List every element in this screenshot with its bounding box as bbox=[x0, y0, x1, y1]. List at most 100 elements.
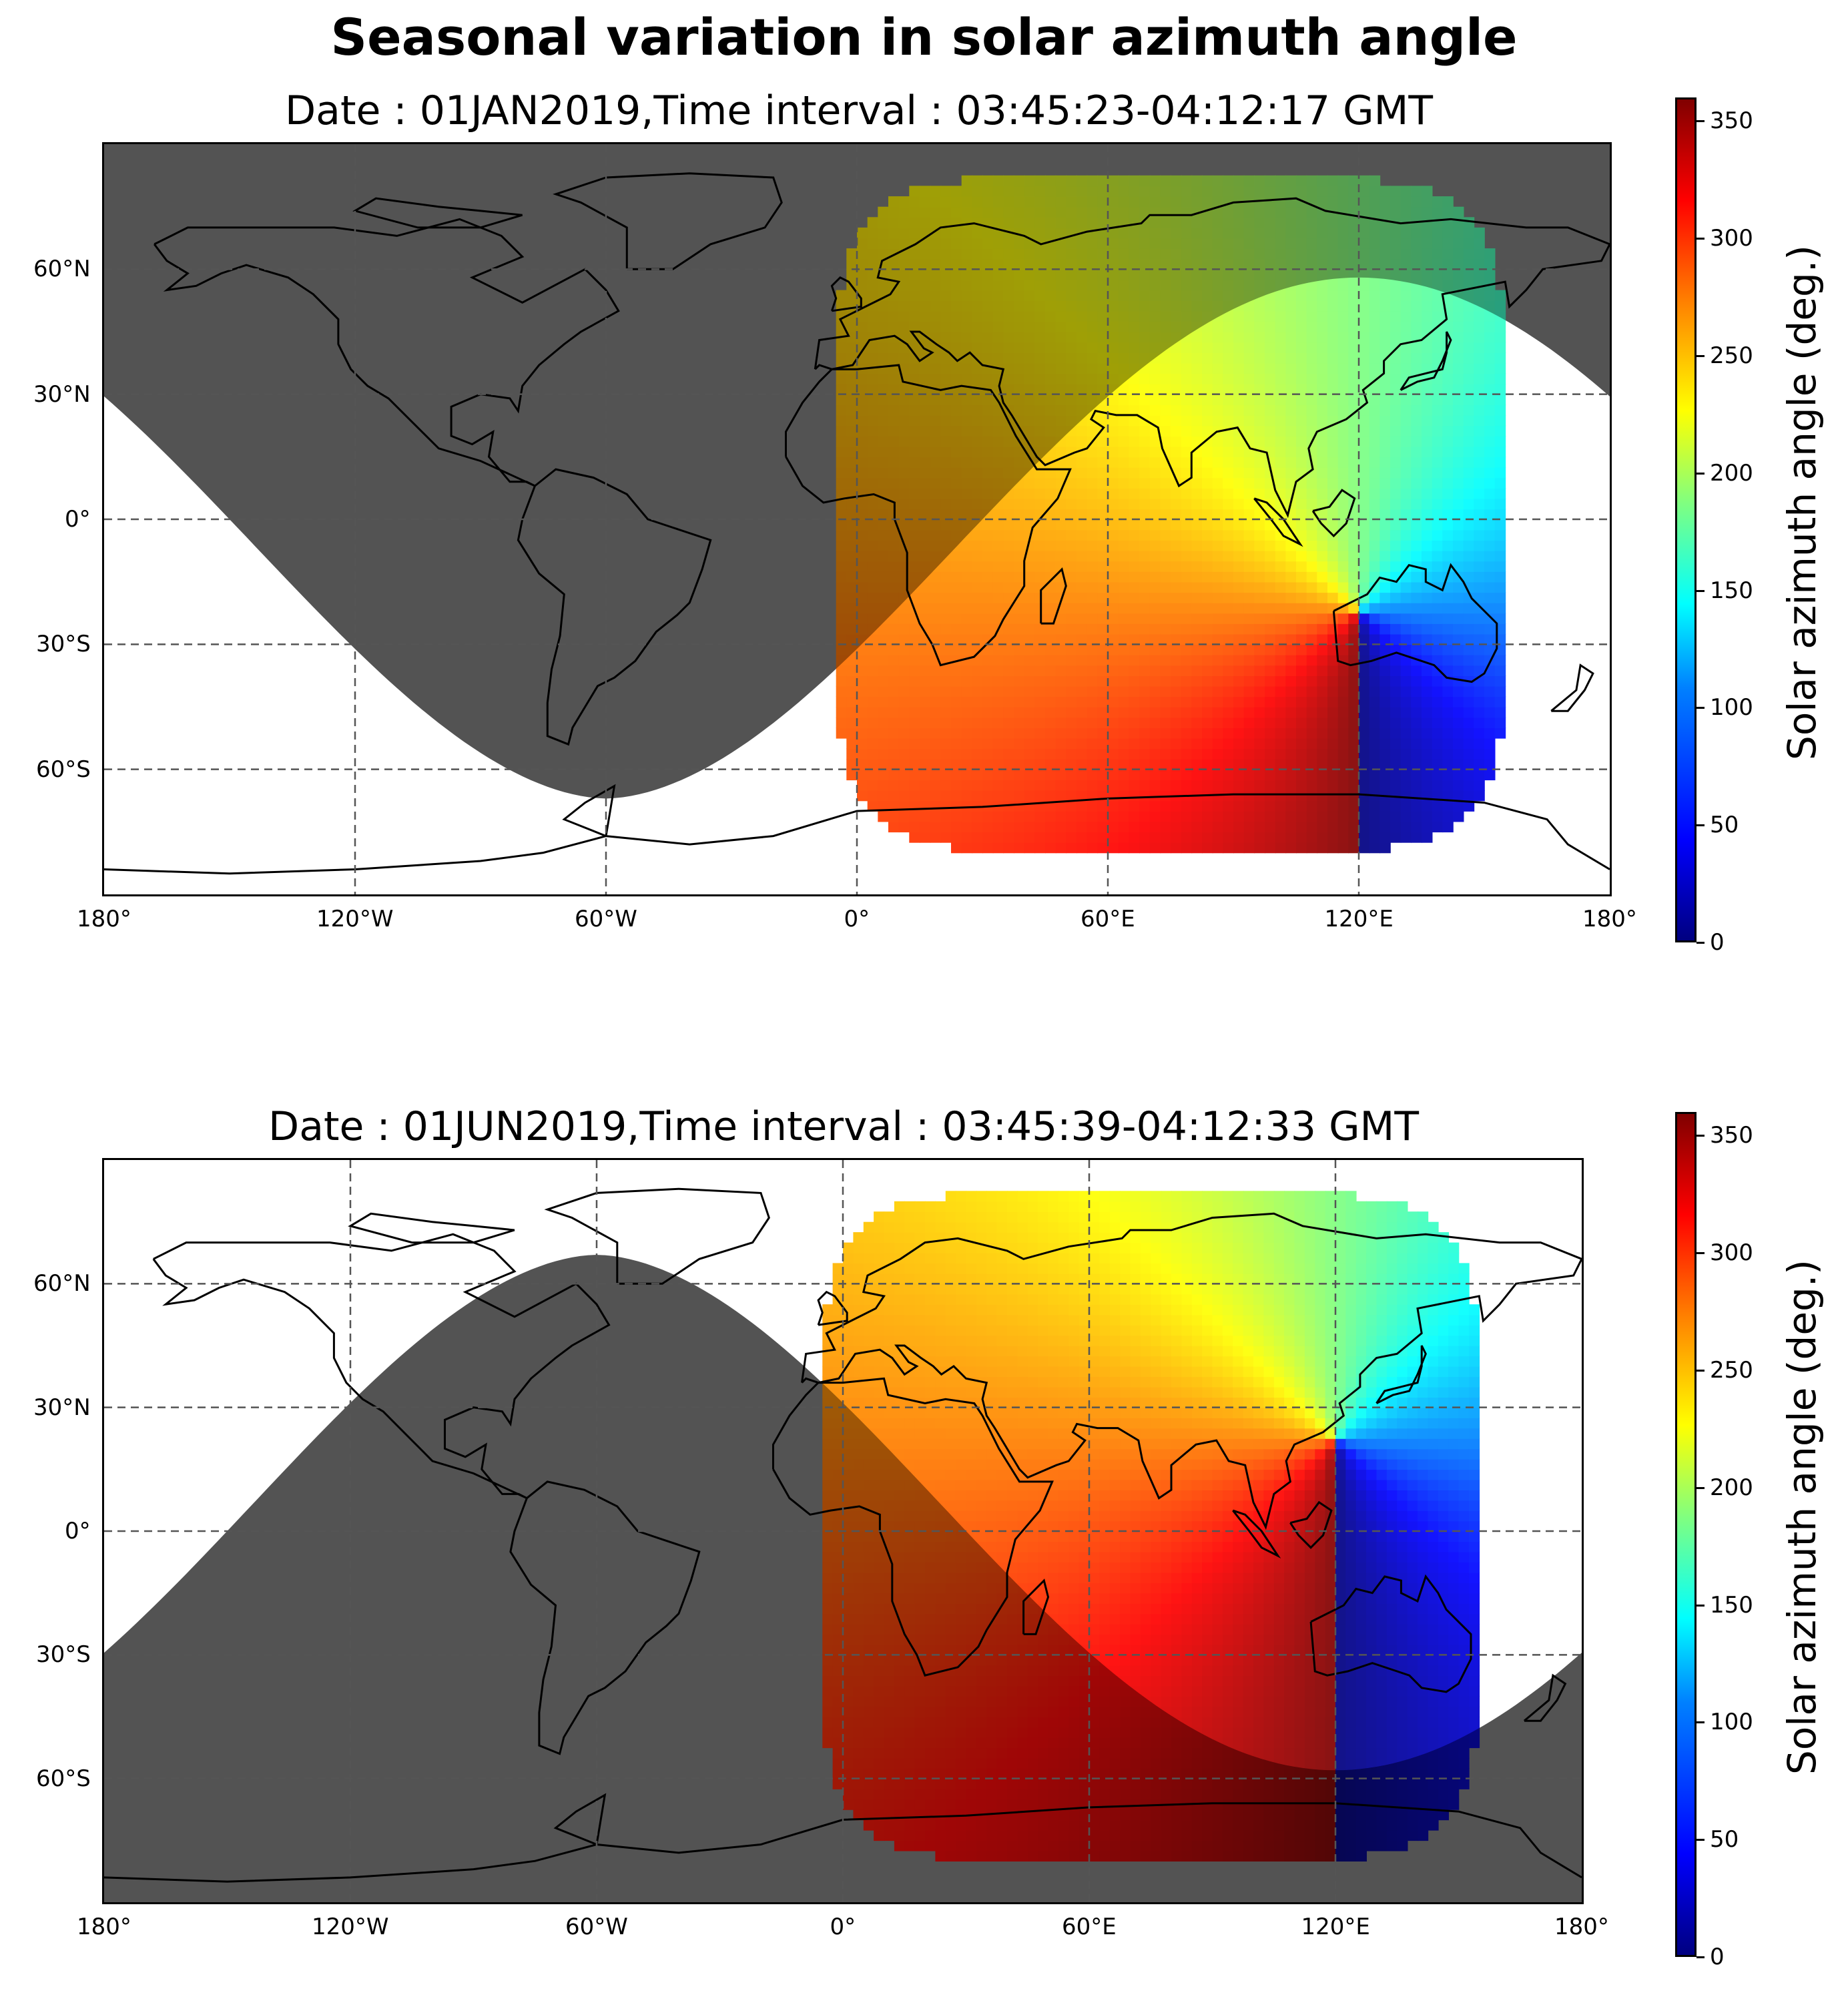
heatmap-cell bbox=[898, 519, 910, 531]
heatmap-cell bbox=[846, 342, 858, 353]
heatmap-cell bbox=[857, 436, 868, 447]
heatmap-cell bbox=[992, 519, 1004, 531]
heatmap-cell bbox=[945, 1407, 956, 1418]
heatmap-cell bbox=[853, 1242, 864, 1253]
heatmap-cell bbox=[909, 321, 920, 332]
heatmap-cell bbox=[888, 665, 900, 676]
heatmap-cell bbox=[925, 1346, 936, 1357]
heatmap-cell bbox=[925, 1201, 936, 1212]
heatmap-cell bbox=[945, 1335, 956, 1346]
heatmap-cell bbox=[940, 821, 952, 833]
heatmap-cell bbox=[1003, 811, 1014, 822]
heatmap-cell bbox=[914, 1232, 926, 1243]
heatmap-cell bbox=[888, 550, 900, 562]
heatmap-cell bbox=[940, 321, 952, 332]
heatmap-cell bbox=[951, 748, 962, 760]
heatmap-cell bbox=[961, 373, 973, 384]
heatmap-cell bbox=[914, 1273, 926, 1285]
heatmap-cell bbox=[867, 675, 879, 687]
heatmap-cell bbox=[878, 457, 889, 468]
heatmap-cell bbox=[846, 498, 858, 510]
heatmap-cell bbox=[846, 414, 858, 426]
heatmap-cell bbox=[930, 832, 942, 843]
heatmap-cell bbox=[914, 1458, 926, 1470]
heatmap-cell bbox=[867, 581, 879, 593]
heatmap-cell bbox=[884, 1273, 895, 1285]
heatmap-cell bbox=[846, 748, 858, 760]
heatmap-cell bbox=[935, 1273, 946, 1285]
heatmap-cell bbox=[898, 414, 910, 426]
heatmap-cell bbox=[930, 561, 942, 572]
heatmap-cell bbox=[930, 498, 942, 510]
heatmap-cell bbox=[930, 550, 942, 562]
heatmap-cell bbox=[867, 477, 879, 489]
heatmap-cell bbox=[972, 602, 983, 614]
heatmap-cell bbox=[857, 602, 868, 614]
heatmap-cell bbox=[951, 196, 962, 208]
heatmap-cell bbox=[992, 196, 1004, 208]
heatmap-cell bbox=[888, 227, 900, 239]
heatmap-cell bbox=[888, 571, 900, 583]
heatmap-cell bbox=[894, 1201, 906, 1212]
heatmap-cell bbox=[878, 685, 889, 697]
heatmap-cell bbox=[846, 436, 858, 447]
heatmap-cell bbox=[925, 1386, 936, 1398]
heatmap-cell bbox=[1014, 728, 1025, 739]
heatmap-cell bbox=[992, 321, 1004, 332]
heatmap-cell bbox=[857, 665, 868, 676]
heatmap-cell bbox=[878, 310, 889, 322]
heatmap-cell bbox=[836, 685, 848, 697]
heatmap-cell bbox=[920, 436, 931, 447]
heatmap-cell bbox=[884, 1407, 895, 1418]
heatmap-cell bbox=[951, 321, 962, 332]
heatmap-cell bbox=[935, 1335, 946, 1346]
heatmap-cell bbox=[956, 1479, 967, 1490]
heatmap-cell bbox=[846, 477, 858, 489]
heatmap-cell bbox=[930, 477, 942, 489]
heatmap-cell bbox=[878, 404, 889, 416]
heatmap-cell bbox=[982, 685, 994, 697]
heatmap-cell bbox=[930, 394, 942, 406]
heatmap-cell bbox=[888, 581, 900, 593]
heatmap-cell bbox=[867, 790, 879, 802]
heatmap-cell bbox=[961, 717, 973, 728]
heatmap-cell bbox=[836, 425, 848, 437]
heatmap-cell bbox=[992, 436, 1004, 447]
heatmap-cell bbox=[935, 1294, 946, 1305]
heatmap-cell bbox=[846, 269, 858, 280]
heatmap-cell bbox=[914, 1407, 926, 1418]
heatmap-cell bbox=[894, 1263, 906, 1274]
heatmap-cell bbox=[914, 1283, 926, 1295]
heatmap-cell bbox=[951, 728, 962, 739]
heatmap-cell bbox=[956, 1346, 967, 1357]
heatmap-cell bbox=[982, 269, 994, 280]
heatmap-cell bbox=[961, 238, 973, 249]
heatmap-cell bbox=[884, 1397, 895, 1408]
heatmap-cell bbox=[1014, 696, 1025, 707]
heatmap-cell bbox=[867, 540, 879, 551]
heatmap-cell bbox=[894, 1273, 906, 1285]
heatmap-cell bbox=[878, 800, 889, 812]
heatmap-cell bbox=[961, 561, 973, 572]
heatmap-cell bbox=[1014, 373, 1025, 384]
heatmap-cell bbox=[874, 1253, 885, 1264]
heatmap-cell bbox=[951, 592, 962, 603]
heatmap-cell bbox=[867, 707, 879, 718]
heatmap-cell bbox=[909, 717, 920, 728]
heatmap-cell bbox=[951, 644, 962, 655]
heatmap-cell bbox=[909, 217, 920, 228]
heatmap-cell bbox=[920, 196, 931, 208]
heatmap-cell bbox=[836, 352, 848, 364]
heatmap-cell bbox=[992, 821, 1004, 833]
heatmap-cell bbox=[894, 1428, 906, 1439]
heatmap-cell bbox=[878, 707, 889, 718]
heatmap-cell bbox=[888, 238, 900, 249]
heatmap-cell bbox=[935, 1428, 946, 1439]
heatmap-cell bbox=[898, 467, 910, 479]
heatmap-cell bbox=[951, 665, 962, 676]
heatmap-cell bbox=[909, 738, 920, 750]
heatmap-cell bbox=[920, 310, 931, 322]
heatmap-cell bbox=[836, 529, 848, 541]
heatmap-cell bbox=[822, 1304, 834, 1316]
heatmap-cell bbox=[853, 1304, 864, 1316]
